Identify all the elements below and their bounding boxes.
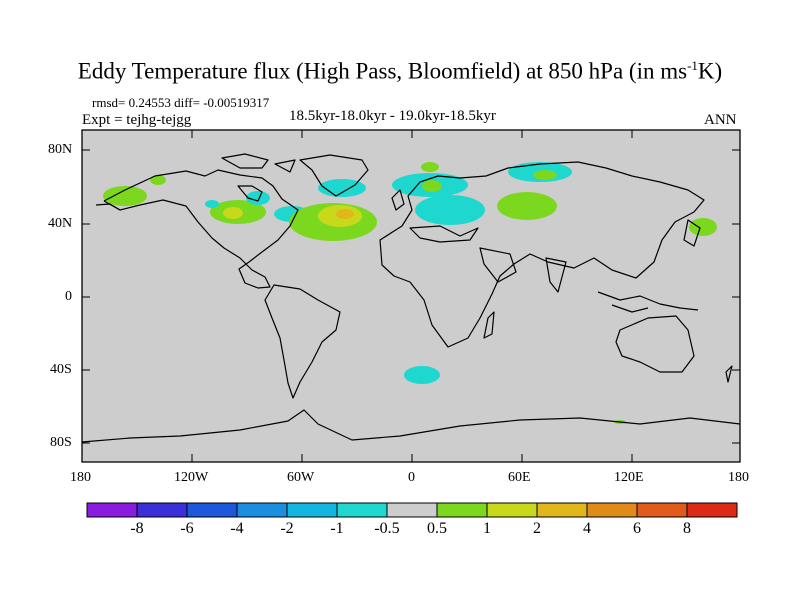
colorbar-box [586, 502, 638, 518]
colorbar-label: -1 [330, 520, 344, 537]
patch-pacific-nw-positive [103, 186, 147, 206]
coast-arabia [479, 247, 517, 283]
colorbar-box [686, 502, 738, 518]
colorbar-box [636, 502, 688, 518]
patch-atlantic-peak [336, 209, 354, 219]
experiment-label: Expt = tejhg-tejgg [82, 112, 192, 128]
colorbar-label: 6 [633, 520, 641, 537]
lon-label-180e: 180 [728, 470, 749, 485]
lat-label-40s: 40S [50, 362, 72, 377]
coast-arctic-islands [221, 153, 296, 173]
coast-alaska-peninsula [95, 203, 121, 211]
colorbar-box [336, 502, 388, 518]
anomaly-patches [103, 162, 717, 424]
coast-uk [391, 189, 405, 211]
colorbar-label: 4 [583, 520, 591, 537]
colorbar-label: -0.5 [374, 520, 400, 537]
rmsd-diff-label: rmsd= 0.24553 diff= -0.00519317 [92, 95, 270, 110]
patch-canada-negative [246, 191, 270, 205]
lon-label-180w: 180 [70, 470, 91, 485]
coast-south-america [264, 284, 341, 399]
lon-label-0: 0 [408, 470, 415, 485]
colorbar-box [536, 502, 588, 518]
colorbar-box [186, 502, 238, 518]
patch-baffin-negative [205, 200, 219, 208]
period-label: 18.5kyr-18.0kyr - 19.0kyr-18.5kyr [289, 108, 496, 124]
title-tail: K) [697, 58, 723, 84]
colorbar-label: -6 [180, 520, 194, 537]
coast-new-zealand [725, 365, 733, 383]
lon-label-120w: 120W [174, 470, 209, 485]
title-main: Eddy Temperature flux (High Pass, Bloomf… [77, 58, 688, 84]
lat-label-40n: 40N [48, 216, 73, 231]
patch-scandinavia-positive [422, 180, 442, 192]
map-frame [81, 129, 741, 463]
colorbar-box [136, 502, 188, 518]
coast-hudson-bay [237, 185, 263, 202]
coast-japan [683, 219, 701, 247]
colorbar-label: -8 [130, 520, 144, 537]
lat-label-80s: 80S [50, 435, 72, 450]
colorbar-box [86, 502, 138, 518]
colorbar-label: -2 [280, 520, 294, 537]
coast-north-america [103, 169, 299, 289]
plot-title: Eddy Temperature flux (High Pass, Bloomf… [0, 58, 800, 85]
lon-label-60e: 60E [508, 470, 531, 485]
lat-label-80n: 80N [48, 142, 73, 157]
patch-southern-ocean-negative [404, 366, 440, 384]
coastlines [81, 153, 741, 443]
coast-indonesia [597, 291, 699, 313]
colorbar-label: 1 [483, 520, 491, 537]
patch-kara-positive [533, 170, 557, 180]
coast-australia [615, 315, 695, 373]
colorbar-label: 8 [683, 520, 691, 537]
patch-canada-core [223, 207, 243, 219]
coast-greenland [299, 154, 369, 197]
colorbar-label: 2 [533, 520, 541, 537]
colorbar-box [286, 502, 338, 518]
title-superscript: -1 [687, 58, 698, 73]
colorbar-label: 0.5 [427, 520, 447, 537]
patch-pacific-positive [689, 218, 717, 236]
colorbar-box [486, 502, 538, 518]
colorbar-box [236, 502, 288, 518]
colorbar-box [436, 502, 488, 518]
coast-europe-africa [379, 161, 705, 348]
lon-label-60w: 60W [287, 470, 315, 485]
patch-barents-positive [421, 162, 439, 172]
lon-label-120e: 120E [614, 470, 644, 485]
patch-russia-positive [497, 192, 557, 220]
coast-mediterranean [409, 225, 479, 243]
colorbar [86, 502, 738, 518]
colorbar-box [386, 502, 438, 518]
coast-india [545, 257, 567, 293]
lat-label-0: 0 [65, 289, 72, 304]
lat-tick-marks [82, 149, 740, 444]
patch-greenland-negative [318, 179, 366, 197]
patch-europe-negative [415, 195, 485, 225]
patch-pacific-nw-positive-2 [150, 175, 166, 185]
season-label: ANN [704, 112, 737, 128]
coast-antarctica [81, 409, 741, 443]
colorbar-label: -4 [230, 520, 244, 537]
coast-madagascar [483, 311, 495, 339]
lon-tick-marks [191, 130, 633, 462]
